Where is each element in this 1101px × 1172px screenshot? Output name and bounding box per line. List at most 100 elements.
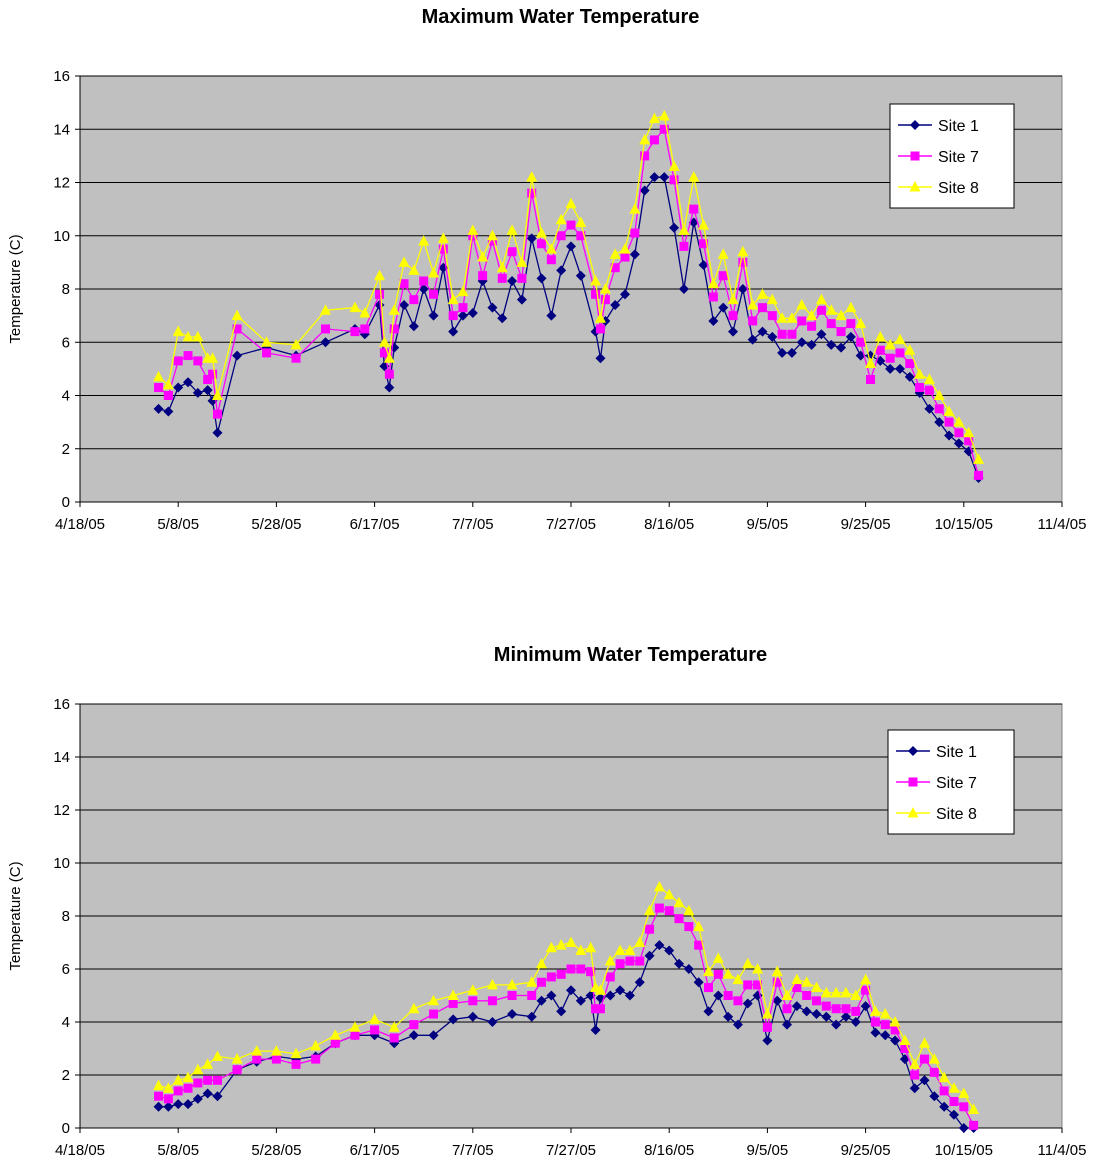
data-point	[487, 1017, 498, 1027]
data-point	[448, 311, 458, 321]
x-tick-label: 11/4/05	[1038, 516, 1087, 533]
data-point	[162, 378, 174, 390]
data-point	[914, 368, 926, 379]
y-tick-label: 6	[62, 334, 70, 351]
data-point	[609, 248, 621, 259]
data-point	[526, 171, 538, 182]
data-point	[374, 269, 386, 281]
data-point	[262, 348, 272, 358]
x-tick-label: 9/25/05	[841, 516, 891, 533]
data-point	[487, 302, 498, 313]
legend: Site 1 Site 7 Site 8	[889, 103, 1015, 209]
data-point	[173, 356, 183, 366]
data-point	[836, 327, 846, 337]
data-point	[634, 936, 646, 947]
y-tick-label: 12	[53, 175, 70, 192]
data-point	[831, 1019, 842, 1030]
data-point	[350, 1030, 360, 1040]
data-point	[203, 1075, 213, 1085]
data-point	[757, 303, 767, 313]
data-point	[722, 968, 734, 979]
data-point	[855, 317, 867, 329]
data-point	[894, 333, 906, 345]
data-point	[791, 1001, 802, 1012]
data-point	[556, 969, 566, 979]
data-point	[699, 239, 709, 249]
data-point	[428, 1030, 439, 1041]
series-site-8	[153, 109, 985, 464]
data-point	[467, 307, 478, 318]
legend-marker	[910, 120, 920, 130]
data-point	[320, 337, 331, 348]
data-point	[958, 1087, 970, 1099]
data-point	[202, 1058, 214, 1069]
data-point	[388, 1021, 400, 1032]
data-point	[640, 151, 650, 161]
data-point	[457, 310, 468, 321]
data-point	[639, 133, 651, 145]
data-point	[429, 289, 439, 299]
data-point	[964, 436, 974, 446]
data-point	[311, 1054, 321, 1064]
data-point	[683, 904, 695, 916]
data-point	[928, 1053, 940, 1064]
data-point	[252, 1054, 262, 1064]
data-point	[879, 1008, 891, 1019]
data-point	[183, 1083, 193, 1093]
data-point	[845, 301, 857, 313]
data-point	[649, 135, 659, 145]
x-tick-label: 4/18/05	[55, 516, 105, 533]
data-point	[163, 1094, 173, 1104]
data-point	[954, 428, 964, 438]
data-point	[747, 334, 758, 345]
data-point	[384, 369, 394, 379]
data-point	[821, 1011, 832, 1022]
data-point	[894, 363, 905, 374]
data-point	[909, 1083, 920, 1094]
y-tick-label: 14	[53, 749, 70, 766]
data-point	[787, 329, 797, 339]
x-tick-label: 5/28/05	[251, 516, 301, 533]
data-point	[742, 998, 753, 1009]
data-point	[737, 245, 749, 257]
data-point	[496, 261, 508, 273]
data-point	[919, 1075, 930, 1086]
data-point	[703, 983, 713, 993]
data-point	[698, 219, 710, 230]
data-point	[654, 903, 664, 913]
data-point	[291, 353, 301, 363]
data-point	[556, 1006, 567, 1017]
data-point	[378, 336, 390, 347]
y-tick-label: 10	[53, 228, 70, 245]
data-point	[708, 315, 719, 326]
data-point	[831, 1004, 841, 1014]
data-point	[526, 1011, 537, 1022]
data-point	[645, 924, 655, 934]
data-point	[748, 316, 758, 326]
legend-marker	[908, 777, 918, 787]
data-point	[467, 224, 479, 235]
data-point	[762, 1035, 773, 1046]
data-point	[702, 965, 714, 977]
series-site-7	[154, 903, 979, 1130]
data-point	[767, 331, 778, 342]
data-point	[321, 324, 330, 334]
data-point	[546, 972, 556, 982]
legend-label: Site 7	[938, 149, 979, 166]
data-point	[761, 1008, 773, 1019]
data-point	[614, 944, 626, 955]
data-point	[963, 426, 975, 438]
data-point	[566, 241, 576, 252]
data-point	[595, 1004, 605, 1014]
data-point	[840, 1011, 851, 1022]
data-point	[211, 389, 223, 400]
data-point	[389, 1033, 399, 1043]
y-tick-label: 10	[53, 855, 70, 872]
data-point	[183, 377, 194, 388]
data-point	[586, 967, 596, 977]
data-point	[183, 351, 193, 361]
data-point	[545, 941, 557, 953]
data-point	[969, 1120, 979, 1130]
data-point	[742, 957, 754, 969]
data-point	[728, 311, 738, 321]
